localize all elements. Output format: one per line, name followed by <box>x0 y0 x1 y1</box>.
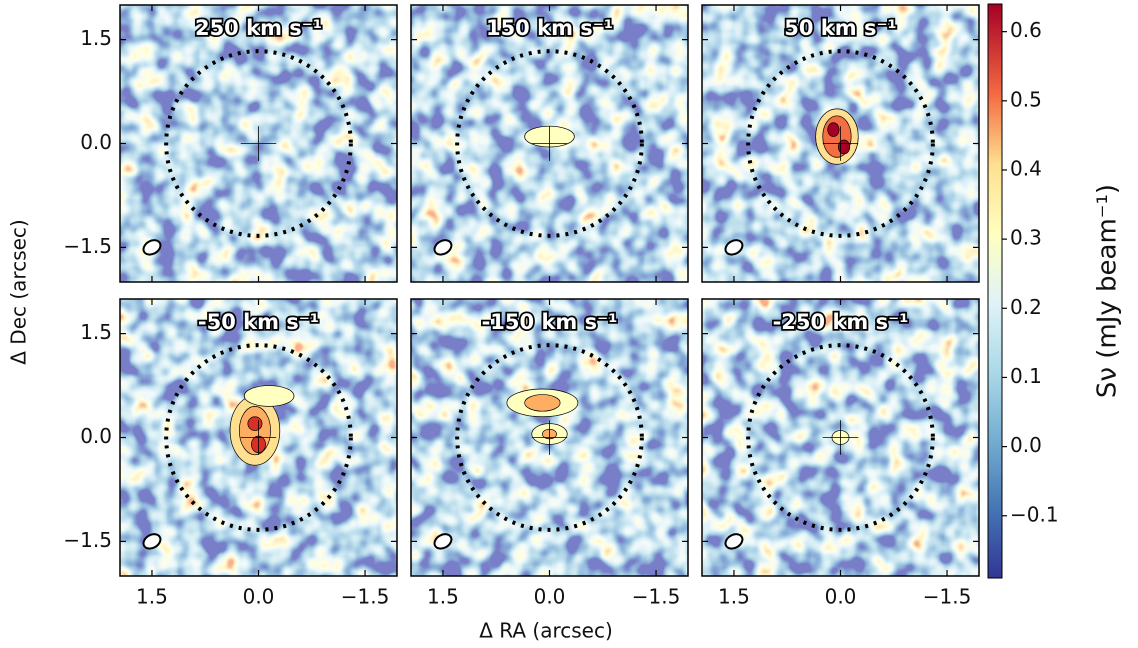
panel-title: -150 km s⁻¹ <box>482 310 618 334</box>
x-tick-label: 0.0 <box>825 585 857 609</box>
x-axis-label: Δ RA (arcsec) <box>479 619 613 643</box>
panel <box>120 5 397 282</box>
y-tick-label: 1.5 <box>80 26 112 50</box>
aperture <box>455 49 644 238</box>
emission <box>827 122 840 137</box>
emission <box>247 416 263 431</box>
panel <box>702 5 979 282</box>
y-axis-label: Δ Dec (arcsec) <box>7 219 31 364</box>
aperture <box>746 343 935 532</box>
colorbar-tick-label: 0.1 <box>1010 364 1042 388</box>
panel-title: 150 km s⁻¹ <box>486 16 613 40</box>
aperture <box>164 49 353 238</box>
panel-title: 50 km s⁻¹ <box>784 16 896 40</box>
beam <box>724 239 744 256</box>
panel-title: 250 km s⁻¹ <box>195 16 322 40</box>
x-tick-label: 1.5 <box>718 585 750 609</box>
panel <box>411 299 688 576</box>
colorbar-label: Sν (mJy beam⁻¹) <box>1093 184 1123 398</box>
x-tick-label: 0.0 <box>243 585 275 609</box>
aperture <box>455 343 644 532</box>
aperture <box>746 49 935 238</box>
emission <box>243 385 295 407</box>
x-tick-label: −1.5 <box>923 585 972 609</box>
colorbar-tick-label: 0.5 <box>1010 87 1042 111</box>
emission <box>524 394 561 412</box>
panel <box>411 5 688 282</box>
x-tick-label: 1.5 <box>136 585 168 609</box>
y-tick-label: 1.5 <box>80 320 112 344</box>
beam <box>433 533 453 550</box>
x-tick-label: −1.5 <box>341 585 390 609</box>
emission <box>838 139 851 155</box>
x-tick-label: −1.5 <box>632 585 681 609</box>
beam <box>724 533 744 550</box>
colorbar-tick-label: 0.6 <box>1010 18 1042 42</box>
panel <box>120 299 397 576</box>
colorbar-tick-label: 0.2 <box>1010 295 1042 319</box>
y-tick-label: −1.5 <box>63 528 112 552</box>
colorbar-tick-label: −0.1 <box>1010 502 1059 526</box>
y-tick-label: 0.0 <box>80 130 112 154</box>
beam <box>142 533 162 550</box>
panel-title: -250 km s⁻¹ <box>773 310 909 334</box>
beam <box>142 239 162 256</box>
aperture <box>164 343 353 532</box>
colorbar-tick-label: 0.4 <box>1010 156 1042 180</box>
panel-title: -50 km s⁻¹ <box>198 310 319 334</box>
colorbar <box>987 3 1003 579</box>
y-tick-label: 0.0 <box>80 424 112 448</box>
panel <box>702 299 979 576</box>
beam <box>433 239 453 256</box>
x-tick-label: 1.5 <box>427 585 459 609</box>
x-tick-label: 0.0 <box>534 585 566 609</box>
colorbar-tick-label: 0.3 <box>1010 226 1042 250</box>
colorbar-tick-label: 0.0 <box>1010 433 1042 457</box>
y-tick-label: −1.5 <box>63 234 112 258</box>
